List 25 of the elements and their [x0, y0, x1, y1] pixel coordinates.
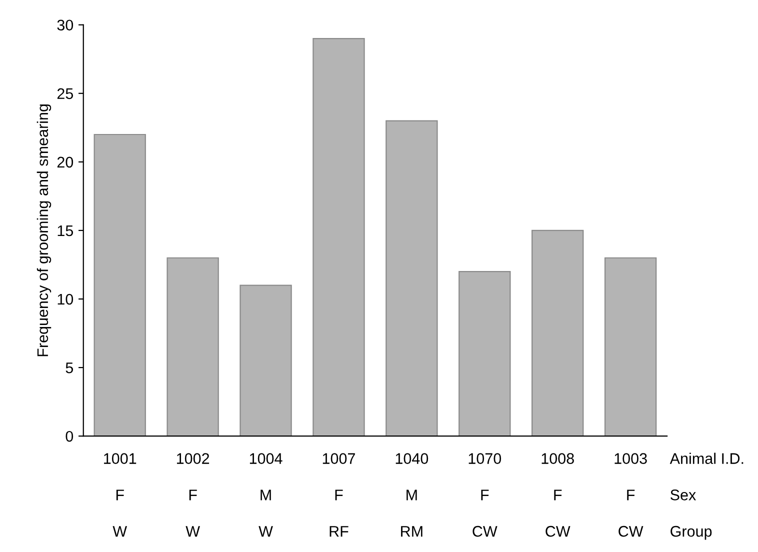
text: Animal I.D. Sex Group — [670, 452, 744, 540]
bar — [604, 257, 657, 436]
bar — [240, 284, 292, 436]
category-label: 1040 M RM — [396, 453, 428, 537]
y-axis-title: Frequency of grooming and smearing — [36, 104, 52, 356]
bar — [532, 230, 584, 436]
bar — [166, 257, 219, 436]
category-label: 1001 F W — [104, 453, 136, 537]
y-tick-label: 25 — [57, 88, 74, 100]
category-label: 1008 F CW — [542, 453, 574, 537]
y-tick-label: 15 — [58, 225, 74, 236]
category-label: 1007 F RF — [322, 453, 355, 537]
category-label: 1003 F CW — [614, 453, 647, 537]
category-label: 1070 F CW — [468, 453, 502, 537]
y-tick-label: 5 — [66, 362, 74, 374]
category-label: 1002 F W — [176, 453, 210, 537]
y-tick-label: 20 — [57, 156, 74, 168]
bar — [94, 134, 146, 436]
bar — [312, 38, 365, 436]
y-tick-label: 10 — [58, 294, 74, 305]
bar — [458, 271, 511, 436]
y-tick-label: 0 — [66, 430, 74, 442]
y-tick-label: 30 — [57, 20, 74, 31]
category-label: 1004 M W — [250, 453, 282, 537]
bar — [386, 120, 438, 436]
